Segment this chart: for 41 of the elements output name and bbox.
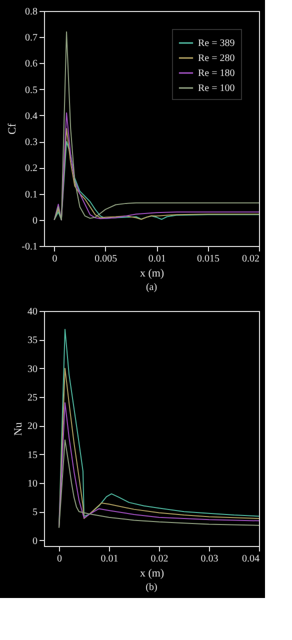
x-tick-label: 0 (57, 554, 62, 564)
legend-label: Re = 389 (198, 38, 235, 49)
x-tick-label: 0.04 (242, 554, 260, 564)
y-axis-title: Nu (12, 422, 24, 436)
x-axis-title: x (m) (140, 568, 164, 580)
y-tick-label: 10 (28, 478, 38, 490)
x-tick-label: 0.01 (148, 254, 166, 264)
text: (a) (146, 282, 158, 293)
legend-label: Re = 280 (198, 53, 235, 64)
y-tick-label: 0.1 (25, 189, 38, 200)
legend-label: Re = 100 (198, 83, 235, 94)
text: (b) (146, 582, 158, 593)
y-tick-label: 40 (28, 306, 38, 318)
y-tick-label: 25 (28, 392, 38, 404)
y-tick-label: 0 (32, 536, 38, 547)
x-tick-label: 0.02 (150, 554, 168, 564)
x-tick-label: 0.005 (94, 254, 118, 264)
line-series (54, 31, 259, 220)
y-tick-label: 0.5 (25, 84, 38, 96)
x-tick-label: 0 (52, 254, 58, 264)
x-tick-label: 0.03 (200, 554, 218, 564)
y-tick-label: 20 (28, 421, 38, 432)
y-tick-label: 15 (28, 450, 38, 461)
y-tick-label: 0 (32, 215, 38, 226)
y-tick-label: 0.2 (25, 163, 38, 174)
y-tick-label: 35 (28, 335, 38, 346)
y-tick-label: 5 (32, 507, 38, 518)
y-tick-label: 0.6 (25, 58, 38, 70)
line-series (58, 439, 259, 528)
y-tick-label: -0.1 (22, 242, 38, 252)
y-axis-title: Cf (6, 123, 19, 134)
x-axis-title: x (m) (140, 268, 164, 280)
x-tick-label: 0.015 (197, 254, 220, 264)
x-tick-label: 0.01 (100, 554, 118, 564)
y-tick-label: 0.7 (25, 32, 38, 44)
y-tick-label: 30 (28, 364, 38, 375)
y-tick-label: 0.3 (25, 137, 38, 148)
legend-label: Re = 180 (198, 68, 235, 79)
y-tick-label: 0.4 (25, 110, 38, 122)
x-tick-label: 0.02 (242, 254, 260, 264)
y-tick-label: 0.8 (25, 6, 38, 18)
